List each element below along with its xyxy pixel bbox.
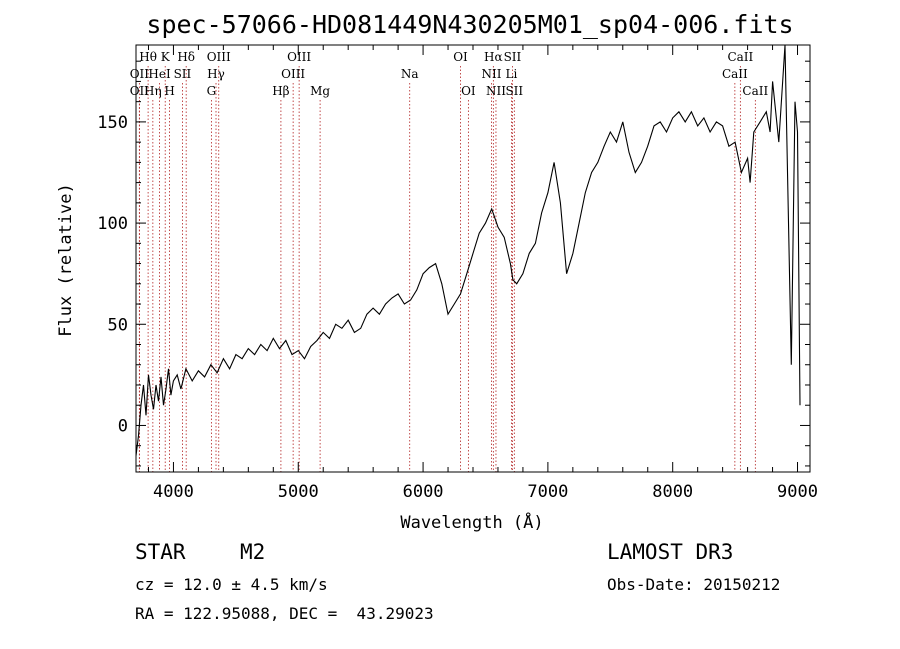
line-marker-label: SII — [174, 67, 192, 81]
coords-text: RA = 122.95088, DEC = 43.29023 — [135, 604, 434, 623]
line-marker-label: Hα — [484, 50, 503, 64]
y-tick-label: 100 — [97, 214, 128, 234]
subclass: M2 — [240, 540, 266, 564]
line-marker-label: H — [164, 84, 174, 98]
line-marker-label: G — [207, 84, 217, 98]
line-marker-label: SII — [505, 84, 523, 98]
line-marker-label: Hη — [144, 84, 162, 98]
line-marker-label: HeI — [148, 67, 171, 81]
y-tick-label: 0 — [118, 416, 128, 436]
line-marker-label: OIII — [207, 50, 231, 64]
flux-series-line — [135, 44, 801, 456]
obs-date-text: Obs-Date: 20150212 — [607, 575, 781, 594]
line-marker-label: OI — [461, 84, 476, 98]
line-marker-label: OII — [130, 84, 150, 98]
line-marker-label: NII — [486, 84, 506, 98]
axis-ticks: 4000 5000 6000 7000 8000 9000 0 50 100 150 — [97, 45, 818, 502]
object-class: STAR — [135, 540, 186, 564]
line-marker-label: OIII — [281, 67, 305, 81]
line-marker-label: Li — [506, 67, 518, 81]
line-marker-label: SII — [504, 50, 522, 64]
x-axis-label: Wavelength (Å) — [400, 511, 543, 533]
line-marker-label: Hγ — [207, 67, 225, 81]
line-marker-label: OI — [453, 50, 468, 64]
y-axis-label: Flux (relative) — [56, 183, 76, 337]
line-marker-label: CaII — [742, 84, 768, 98]
line-marker-label: Mg — [310, 84, 330, 98]
line-marker-label: Na — [401, 67, 419, 81]
x-tick-label: 9000 — [777, 482, 818, 502]
x-tick-label: 4000 — [153, 482, 194, 502]
line-marker-label: Hθ — [139, 50, 157, 64]
line-marker-label: Hδ — [177, 50, 195, 64]
line-marker-label: K — [161, 50, 171, 64]
line-marker-label: CaII — [722, 67, 748, 81]
line-marker-label: Hβ — [272, 84, 289, 98]
line-marker-label: OIII — [287, 50, 311, 64]
survey-name: LAMOST DR3 — [607, 540, 734, 564]
line-marker-label: NII — [481, 67, 501, 81]
y-tick-label: 50 — [108, 315, 128, 335]
y-tick-label: 150 — [97, 113, 128, 133]
x-tick-label: 6000 — [403, 482, 444, 502]
redshift-text: cz = 12.0 ± 4.5 km/s — [135, 575, 328, 594]
line-marker-label: CaII — [727, 50, 753, 64]
chart-title: spec-57066-HD081449N430205M01_sp04-006.f… — [146, 10, 793, 39]
x-tick-label: 8000 — [652, 482, 693, 502]
plot-frame — [135, 44, 811, 473]
line-marker-label: OII — [130, 67, 150, 81]
x-tick-label: 7000 — [527, 482, 568, 502]
x-tick-label: 5000 — [278, 482, 319, 502]
